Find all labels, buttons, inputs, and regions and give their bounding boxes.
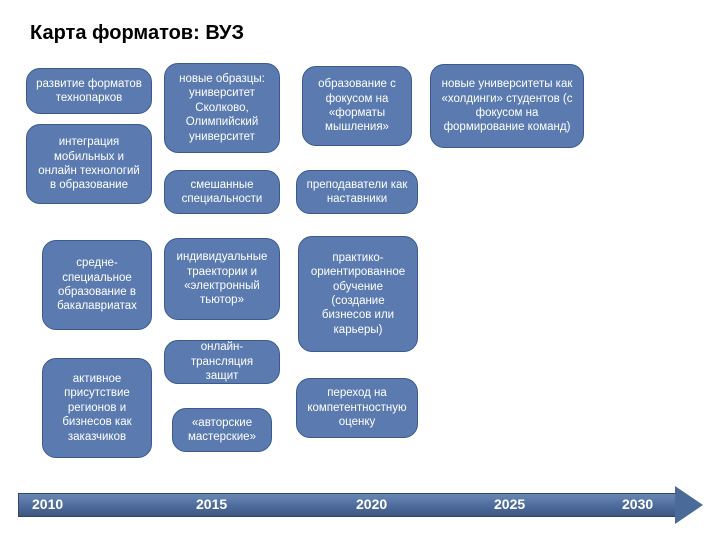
box-mentors: преподаватели как наставники xyxy=(296,170,418,214)
timeline-bar xyxy=(18,493,676,517)
box-individual-tracks: индивидуальные траектории и «электронный… xyxy=(164,238,280,320)
timeline-arrow: 2010 2015 2020 2025 2030 xyxy=(18,488,702,522)
year-2030: 2030 xyxy=(622,496,653,512)
box-regions-business: активное присутствие регионов и бизнесов… xyxy=(42,358,152,458)
year-2015: 2015 xyxy=(196,496,227,512)
page-title: Карта форматов: ВУЗ xyxy=(30,22,244,45)
box-mixed-specialties: смешанные специальности xyxy=(164,170,280,214)
box-competency: переход на компетентностную оценку xyxy=(296,378,418,438)
box-online-defense: онлайн-трансляция защит xyxy=(164,340,280,384)
box-practice-oriented: практико-ориентированное обучение (созда… xyxy=(298,236,418,352)
box-mobile-online: интеграция мобильных и онлайн технологий… xyxy=(26,124,152,204)
box-author-workshops: «авторские мастерские» xyxy=(172,408,272,452)
box-holdings: новые университеты как «холдинги» студен… xyxy=(430,64,584,148)
box-secondary-edu: средне-специальное образование в бакалав… xyxy=(42,240,152,330)
year-2025: 2025 xyxy=(494,496,525,512)
timeline-arrowhead-icon xyxy=(675,486,703,524)
box-new-samples: новые образцы: университет Сколково, Оли… xyxy=(164,63,280,153)
year-2010: 2010 xyxy=(32,496,63,512)
year-2020: 2020 xyxy=(356,496,387,512)
box-thinking-formats: образование с фокусом на «форматы мышлен… xyxy=(302,66,412,146)
box-technoparks: развитие форматов технопарков xyxy=(26,68,152,114)
